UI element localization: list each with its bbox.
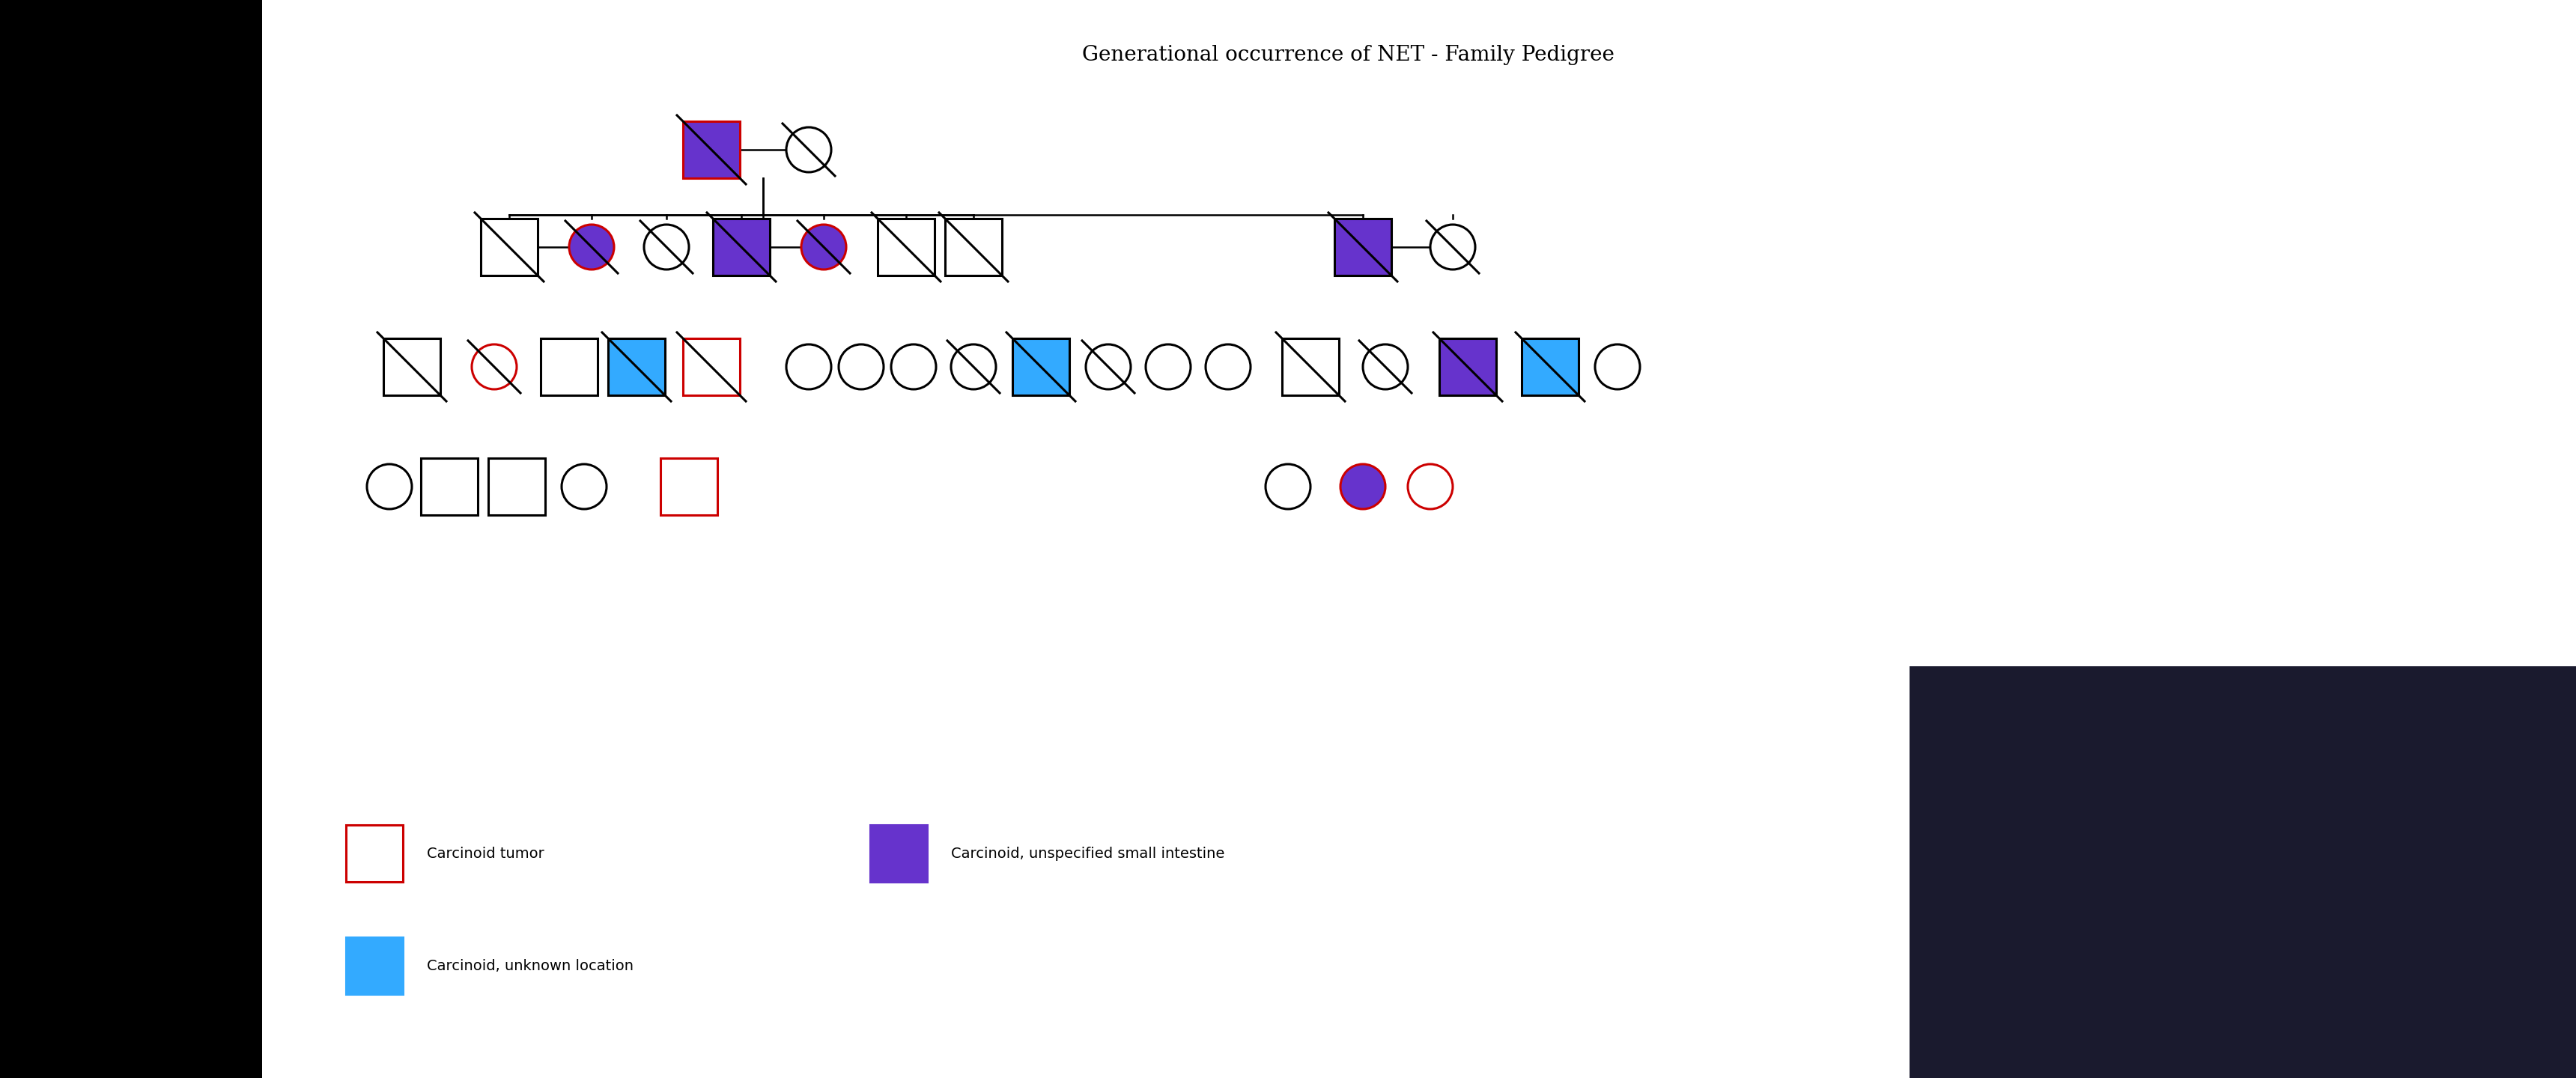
Ellipse shape [891, 344, 935, 389]
Text: Carcinoid, unknown location: Carcinoid, unknown location [428, 958, 634, 972]
Ellipse shape [644, 224, 688, 270]
Bar [345, 937, 402, 994]
Bar [878, 219, 935, 276]
Ellipse shape [562, 465, 605, 509]
Bar [541, 338, 598, 396]
Ellipse shape [1595, 344, 1641, 389]
Ellipse shape [786, 344, 832, 389]
Bar [345, 825, 402, 882]
Ellipse shape [1265, 465, 1311, 509]
Ellipse shape [801, 224, 845, 270]
Ellipse shape [569, 224, 613, 270]
Bar [1522, 338, 1579, 396]
Bar [945, 219, 1002, 276]
Bar [482, 219, 538, 276]
Ellipse shape [840, 344, 884, 389]
Bar [1012, 338, 1069, 396]
Bar [420, 458, 477, 515]
Bar [683, 338, 739, 396]
Text: Carcinoid, unspecified small intestine: Carcinoid, unspecified small intestine [951, 846, 1224, 860]
Text: Generational occurrence of NET - Family Pedigree: Generational occurrence of NET - Family … [1082, 45, 1615, 65]
Ellipse shape [1430, 224, 1476, 270]
Bar [714, 219, 770, 276]
Ellipse shape [786, 127, 832, 172]
Ellipse shape [1146, 344, 1190, 389]
Ellipse shape [1340, 465, 1386, 509]
Ellipse shape [471, 344, 518, 389]
Bar [1283, 338, 1340, 396]
Ellipse shape [1363, 344, 1409, 389]
Bar [1440, 338, 1497, 396]
Bar [871, 825, 927, 882]
Bar [1909, 666, 2576, 1078]
Bar [608, 338, 665, 396]
Bar [683, 122, 739, 178]
Bar [1334, 219, 1391, 276]
Ellipse shape [1206, 344, 1249, 389]
Bar [489, 458, 546, 515]
Bar [384, 338, 440, 396]
Ellipse shape [366, 465, 412, 509]
Bar [0, 0, 263, 1078]
Bar [659, 458, 716, 515]
Ellipse shape [951, 344, 997, 389]
Text: Carcinoid tumor: Carcinoid tumor [428, 846, 544, 860]
Ellipse shape [1409, 465, 1453, 509]
Ellipse shape [1087, 344, 1131, 389]
